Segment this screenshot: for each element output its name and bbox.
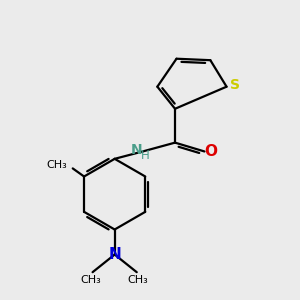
Text: H: H (141, 149, 149, 162)
Text: N: N (108, 247, 121, 262)
Text: CH₃: CH₃ (128, 274, 148, 284)
Text: O: O (205, 144, 218, 159)
Text: N: N (130, 143, 142, 157)
Text: CH₃: CH₃ (47, 160, 68, 170)
Text: S: S (230, 78, 240, 92)
Text: CH₃: CH₃ (81, 274, 101, 284)
